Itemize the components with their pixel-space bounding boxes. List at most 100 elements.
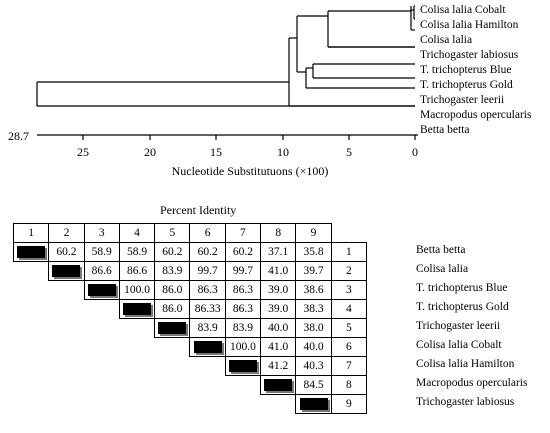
empty-cell — [225, 395, 260, 414]
row-species-label: Macropodus opercularis — [416, 377, 528, 389]
identity-value-cell: 86.0 — [154, 299, 191, 319]
matrix-row: 41.2 40.3 7 — [14, 356, 367, 376]
identity-value-cell: 86.3 — [224, 280, 262, 300]
row-species-label: Trichogaster leerii — [416, 320, 501, 332]
empty-cell — [49, 300, 84, 319]
empty-cell — [14, 319, 49, 338]
leaf-label: Colisa lalia Hamilton — [420, 19, 519, 31]
identity-value-cell: 40.0 — [260, 318, 297, 338]
empty-cell — [14, 338, 49, 357]
identity-value-cell: 86.3 — [189, 280, 226, 300]
axis-tick-label: 20 — [144, 145, 156, 159]
axis-tick-label: 15 — [210, 145, 222, 159]
empty-cell — [190, 376, 225, 395]
empty-cell — [119, 319, 154, 338]
empty-cell — [84, 357, 119, 376]
identity-value-cell: 86.3 — [224, 299, 262, 319]
row-species-label: Betta betta — [416, 244, 466, 256]
row-species-label: Colisa lalia — [416, 263, 469, 275]
tree-branches — [36, 5, 415, 107]
matrix-row: 86.6 86.6 83.9 99.7 99.7 41.0 39.7 2 — [14, 261, 367, 281]
x-axis — [37, 134, 418, 140]
leaf-label: T. trichopterus Gold — [420, 79, 513, 91]
row-index: 7 — [330, 356, 367, 376]
identity-value-cell: 60.2 — [189, 242, 226, 262]
row-index: 3 — [330, 280, 367, 300]
identity-value-cell: 39.7 — [295, 261, 332, 281]
empty-cell — [84, 338, 119, 357]
identity-value-cell: 41.2 — [260, 356, 297, 376]
empty-cell — [14, 357, 49, 376]
identity-value-cell: 100.0 — [118, 280, 156, 300]
empty-cell — [155, 395, 190, 414]
identity-value-cell: 100.0 — [224, 337, 262, 357]
identity-value-cell: 39.0 — [260, 299, 297, 319]
matrix-row: 60.2 58.9 58.9 60.2 60.2 60.2 37.1 35.8 1 — [12, 242, 367, 262]
empty-cell — [14, 376, 49, 395]
matrix-row: 9 — [14, 394, 367, 414]
identity-value-cell: 86.6 — [83, 261, 120, 281]
column-header: 6 — [189, 223, 226, 243]
identity-value-cell: 40.3 — [295, 356, 332, 376]
row-species-label: T. trichopterus Blue — [416, 282, 508, 294]
column-header: 3 — [83, 223, 120, 243]
identity-value-cell: 83.9 — [154, 261, 191, 281]
leaf-label: Colisa lalia — [420, 34, 472, 46]
axis-label: Nucleotide Substitutuons (×100) — [172, 164, 329, 178]
empty-cell — [49, 376, 84, 395]
empty-cell — [49, 319, 84, 338]
empty-cell — [14, 395, 49, 414]
axis-tick-label: 25 — [77, 145, 89, 159]
empty-cell — [119, 376, 154, 395]
identity-value-cell: 37.1 — [260, 242, 297, 262]
percent-identity-matrix: 1 2 3 4 5 6 7 8 9 60.2 58.9 58.9 60.2 60.2 60.2 37.1 35.… — [12, 223, 367, 414]
row-index: 1 — [330, 242, 367, 262]
root-value-label: 28.7 — [8, 129, 29, 143]
empty-cell — [119, 395, 154, 414]
phylogenetic-tree: Colisa lalia Cobalt Colisa lalia Hamilto… — [8, 4, 532, 178]
empty-cell — [261, 395, 296, 414]
empty-cell — [155, 376, 190, 395]
diagonal-marker — [193, 341, 222, 354]
identity-value-cell: 39.0 — [260, 280, 297, 300]
axis-tick-label: 10 — [277, 145, 289, 159]
identity-value-cell: 58.9 — [83, 242, 120, 262]
leaf-label: Trichogaster leerii — [420, 94, 504, 106]
diagonal-cell — [189, 337, 226, 357]
diagonal-cell — [48, 261, 85, 281]
leaf-label: Colisa lalia Cobalt — [420, 4, 506, 16]
empty-cell — [84, 395, 119, 414]
identity-value-cell: 99.7 — [224, 261, 262, 281]
leaf-label: Trichogaster labiosus — [420, 49, 519, 61]
diagonal-cell — [295, 394, 332, 414]
matrix-row: 100.0 41.0 40.0 6 — [14, 337, 367, 357]
column-header: 7 — [224, 223, 262, 243]
identity-value-cell: 86.33 — [189, 299, 226, 319]
row-species-label: Colisa lalia Hamilton — [416, 358, 515, 370]
empty-cell — [84, 319, 119, 338]
diagonal-marker — [158, 322, 187, 335]
empty-cell — [84, 300, 119, 319]
column-header: 5 — [154, 223, 191, 243]
empty-cell — [49, 395, 84, 414]
diagonal-cell — [224, 356, 262, 376]
axis-tick-label: 5 — [346, 145, 352, 159]
matrix-title: Percent Identity — [160, 203, 237, 217]
identity-value-cell: 83.9 — [224, 318, 262, 338]
column-header: 1 — [12, 223, 50, 243]
identity-value-cell: 60.2 — [224, 242, 262, 262]
empty-cell — [49, 281, 84, 300]
row-species-label: Trichogaster labiosus — [416, 396, 515, 408]
column-header: 8 — [260, 223, 297, 243]
empty-cell — [225, 376, 260, 395]
diagonal-cell — [154, 318, 191, 338]
identity-value-cell: 38.3 — [295, 299, 332, 319]
diagonal-cell — [12, 242, 50, 262]
identity-value-cell: 83.9 — [189, 318, 226, 338]
column-header: 9 — [295, 223, 332, 243]
empty-cell — [190, 357, 225, 376]
empty-cell — [49, 338, 84, 357]
diagonal-marker — [123, 303, 152, 316]
identity-value-cell: 86.0 — [154, 280, 191, 300]
